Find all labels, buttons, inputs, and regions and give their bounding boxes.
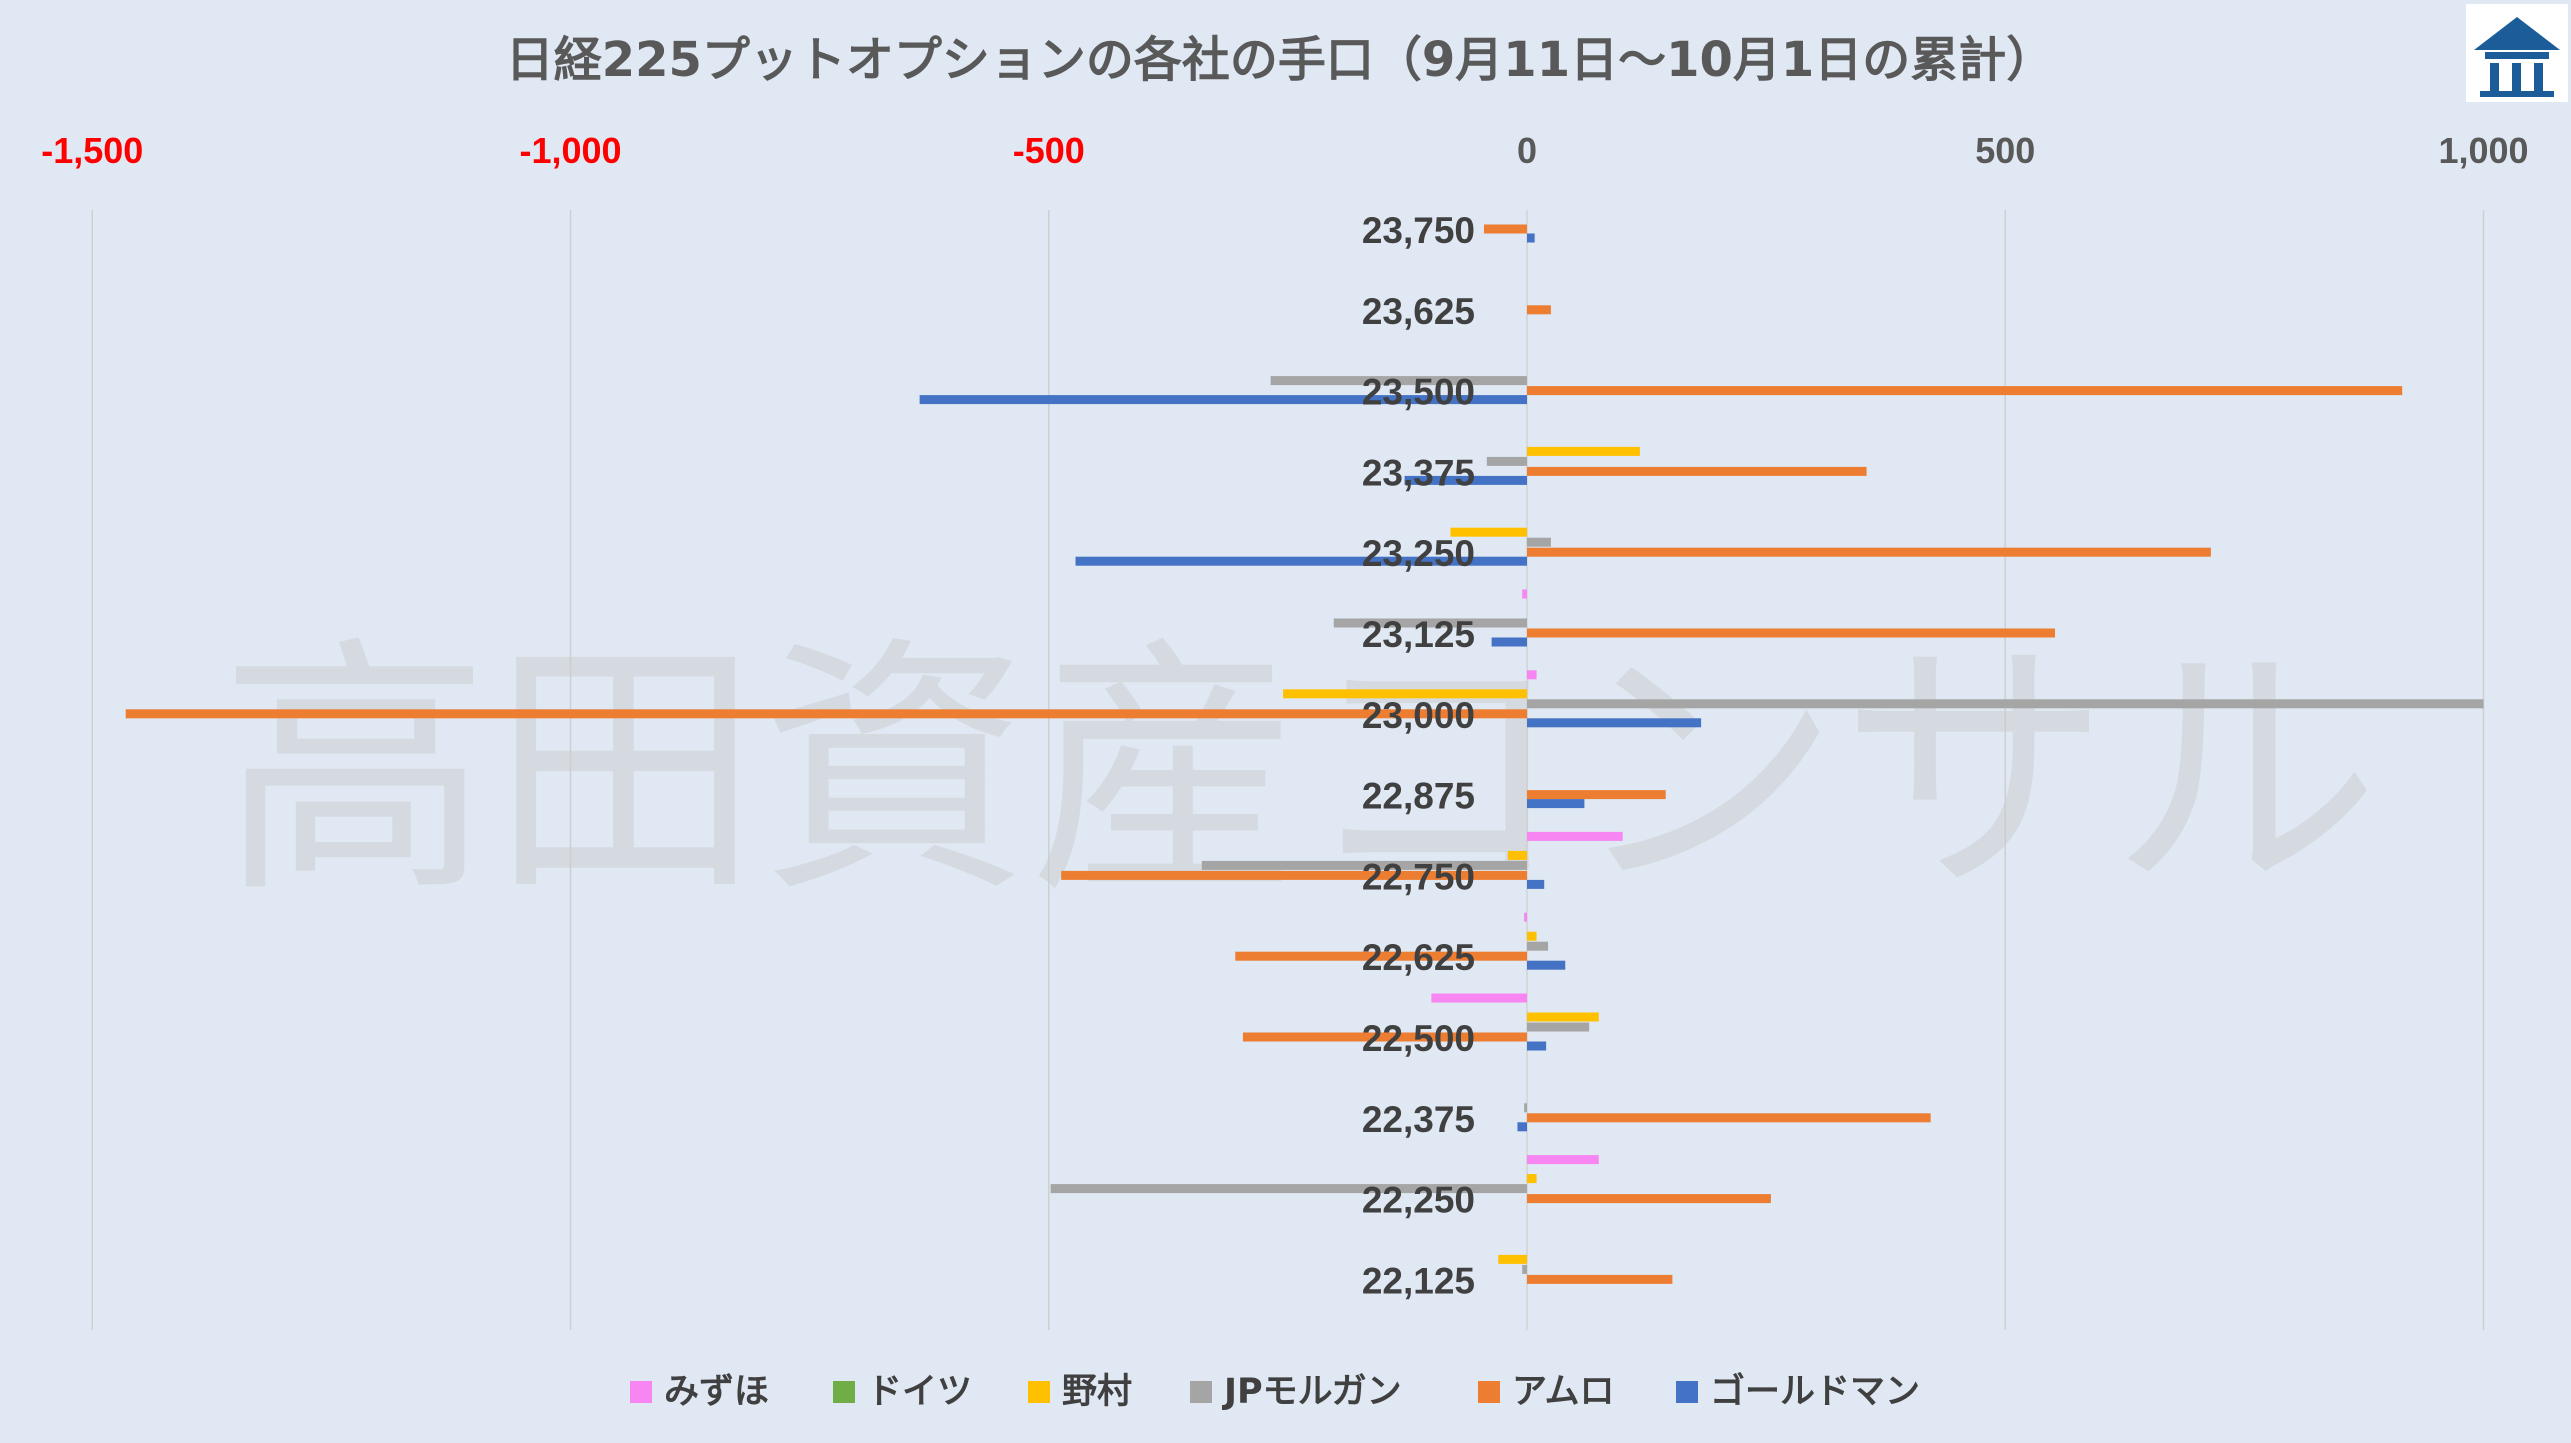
bar-みずほ-22,250	[1527, 1155, 1599, 1165]
bar-野村-23,250	[1450, 527, 1527, 537]
bar-ゴールドマン-22,500	[1527, 1041, 1547, 1051]
bar-アムロ-23,000	[125, 709, 1527, 719]
bar-アムロ-22,375	[1527, 1113, 1931, 1123]
bar-アムロ-23,250	[1527, 547, 2211, 557]
x-tick-label: -1,500	[41, 130, 143, 171]
bar-ゴールドマン-22,375	[1517, 1122, 1527, 1132]
legend-swatch	[1190, 1381, 1212, 1403]
category-label: 22,250	[1362, 1180, 1475, 1221]
category-label: 22,375	[1362, 1099, 1475, 1140]
bar-アムロ-22,125	[1527, 1274, 1673, 1284]
bar-みずほ-22,500	[1431, 993, 1527, 1003]
bar-みずほ-22,625	[1524, 912, 1527, 922]
bar-JPモルガン-22,375	[1524, 1103, 1527, 1113]
x-axis-tick-labels: -1,500 -1,000 -500 0 500 1,000	[41, 130, 2528, 171]
bar-野村-23,000	[1283, 689, 1527, 699]
legend-label: ゴールドマン	[1710, 1371, 1920, 1412]
category-label: 23,375	[1362, 452, 1475, 493]
bar-アムロ-22,250	[1527, 1194, 1771, 1204]
bars	[125, 224, 2484, 1284]
x-tick-label: 1,000	[2438, 130, 2528, 171]
bar-ゴールドマン-22,875	[1527, 799, 1585, 809]
legend-item: ゴールドマン	[1676, 1371, 1920, 1412]
legend-swatch	[1028, 1381, 1050, 1403]
bar-JPモルガン-22,750	[1201, 860, 1527, 870]
bar-野村-22,625	[1527, 931, 1537, 941]
chart-title: 日経225プットオプションの各社の手口（9月11日～10月1日の累計）	[506, 32, 2055, 88]
category-labels: 23,750 23,625 23,500 23,375 23,250 23,125 23,0…	[1362, 210, 1475, 1301]
x-tick-label: -1,000	[519, 130, 621, 171]
category-label: 22,500	[1362, 1018, 1475, 1059]
category-label: 23,625	[1362, 291, 1475, 332]
bar-ゴールドマン-23,000	[1527, 718, 1702, 728]
legend-item: ドイツ	[833, 1372, 972, 1412]
bar-ゴールドマン-23,500	[919, 395, 1527, 405]
category-label: 22,125	[1362, 1260, 1475, 1301]
bar-JPモルガン-23,000	[1527, 699, 2484, 709]
category-label: 23,750	[1362, 210, 1475, 251]
bar-野村-23,375	[1527, 446, 1640, 456]
bar-アムロ-23,750	[1483, 224, 1527, 234]
x-tick-label: 500	[1975, 130, 2035, 171]
bar-JPモルガン-22,625	[1527, 941, 1549, 951]
bar-JPモルガン-22,500	[1527, 1022, 1590, 1032]
bar-アムロ-22,875	[1527, 790, 1666, 800]
legend: みずほ ドイツ 野村 JPモルガン アムロ ゴールドマン	[630, 1371, 1920, 1412]
logo-icon	[2466, 4, 2568, 102]
bar-野村-22,750	[1507, 850, 1527, 860]
bar-JPモルガン-22,125	[1522, 1264, 1527, 1274]
legend-item: JPモルガン	[1190, 1372, 1402, 1412]
category-label: 23,500	[1362, 372, 1475, 413]
bar-アムロ-22,500	[1242, 1032, 1527, 1042]
bar-みずほ-23,125	[1522, 589, 1527, 599]
category-label: 23,125	[1362, 614, 1475, 655]
legend-item: みずほ	[630, 1372, 769, 1412]
bar-アムロ-23,125	[1527, 628, 2055, 638]
bar-JPモルガン-23,125	[1333, 618, 1527, 628]
bar-野村-22,125	[1498, 1254, 1527, 1264]
bar-JPモルガン-23,500	[1270, 376, 1527, 386]
bar-ゴールドマン-22,750	[1527, 879, 1545, 889]
watermark-text: 高田資産コンサル	[220, 614, 2380, 929]
category-label: 23,000	[1362, 695, 1475, 736]
bar-JPモルガン-23,375	[1486, 456, 1527, 466]
bar-アムロ-22,625	[1235, 951, 1527, 961]
bar-みずほ-22,750	[1527, 831, 1623, 841]
bar-JPモルガン-23,250	[1527, 537, 1551, 547]
bar-JPモルガン-22,250	[1050, 1184, 1527, 1194]
x-tick-label: 0	[1517, 130, 1537, 171]
category-label: 23,250	[1362, 533, 1475, 574]
bar-野村-22,500	[1527, 1012, 1599, 1022]
bar-アムロ-23,625	[1527, 305, 1551, 315]
bar-アムロ-23,500	[1527, 386, 2403, 396]
bar-アムロ-23,375	[1527, 466, 1867, 476]
category-label: 22,750	[1362, 856, 1475, 897]
legend-item: 野村	[1028, 1372, 1132, 1412]
legend-swatch	[833, 1381, 855, 1403]
legend-swatch	[630, 1381, 652, 1403]
bar-アムロ-22,750	[1061, 870, 1527, 880]
bar-ゴールドマン-23,750	[1527, 233, 1535, 243]
legend-label: JPモルガン	[1222, 1372, 1402, 1412]
bar-野村-22,250	[1527, 1174, 1537, 1184]
bar-ゴールドマン-23,375	[1404, 475, 1527, 485]
bar-ゴールドマン-23,250	[1075, 556, 1527, 566]
legend-label: ドイツ	[867, 1372, 972, 1412]
bar-みずほ-23,000	[1527, 670, 1537, 680]
bar-ゴールドマン-23,125	[1491, 637, 1527, 647]
category-label: 22,625	[1362, 937, 1475, 978]
x-tick-label: -500	[1013, 130, 1085, 171]
legend-swatch	[1676, 1381, 1698, 1403]
category-label: 22,875	[1362, 776, 1475, 817]
legend-label: 野村	[1062, 1372, 1132, 1412]
legend-item: アムロ	[1478, 1372, 1615, 1412]
legend-label: みずほ	[664, 1372, 769, 1412]
bar-ゴールドマン-22,625	[1527, 960, 1566, 970]
legend-swatch	[1478, 1381, 1500, 1403]
legend-label: アムロ	[1512, 1372, 1615, 1412]
